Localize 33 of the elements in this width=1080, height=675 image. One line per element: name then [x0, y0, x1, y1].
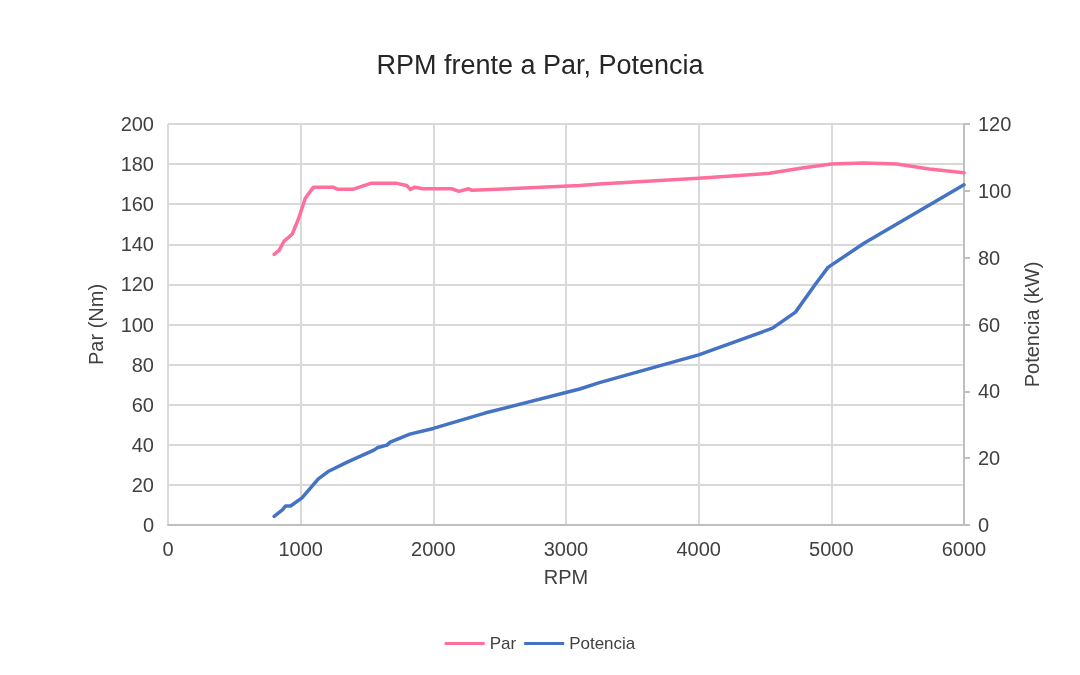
- x-tick-label: 4000: [676, 538, 721, 560]
- y-tick-label: 20: [131, 473, 154, 496]
- y-tick-label: 0: [142, 514, 154, 536]
- x-tick-label: 2000: [411, 538, 456, 560]
- y2-tick-label: 20: [978, 447, 1001, 470]
- y2-axis-title: Potencia (kW): [1021, 261, 1044, 388]
- line-series: [272, 183, 966, 519]
- y-tick-label: 120: [120, 273, 154, 296]
- y2-tick-label: 100: [978, 179, 1012, 202]
- x-tick-label: 6000: [941, 538, 987, 560]
- y-tick-label: 40: [131, 433, 154, 456]
- y-tick-label: 200: [120, 113, 154, 135]
- y-tick-label: 60: [131, 393, 154, 416]
- y-tick-label: 160: [120, 193, 154, 216]
- y2-tick-label: 60: [978, 313, 1001, 336]
- x-tick-label: 0: [162, 538, 174, 560]
- y-tick-label: 80: [131, 353, 154, 376]
- y2-tick-label: 40: [978, 380, 1001, 403]
- y2-tick-label: 120: [978, 113, 1012, 135]
- x-axis-title: RPM: [543, 566, 589, 588]
- x-tick-label: 5000: [809, 538, 854, 560]
- y-tick-label: 180: [120, 153, 154, 176]
- y2-tick-label: 80: [978, 246, 1001, 269]
- y-tick-label: 100: [120, 313, 154, 336]
- chart-title: RPM frente a Par, Potencia: [376, 49, 705, 80]
- legend-label: Potencia: [569, 634, 636, 653]
- legend-label: Par: [489, 634, 517, 653]
- line-series: [272, 161, 966, 257]
- y-tick-label: 140: [120, 233, 154, 256]
- y-axis-title: Par (Nm): [85, 283, 107, 366]
- x-tick-label: 1000: [278, 538, 323, 560]
- y2-tick-label: 0: [978, 514, 990, 536]
- x-tick-label: 3000: [543, 538, 589, 560]
